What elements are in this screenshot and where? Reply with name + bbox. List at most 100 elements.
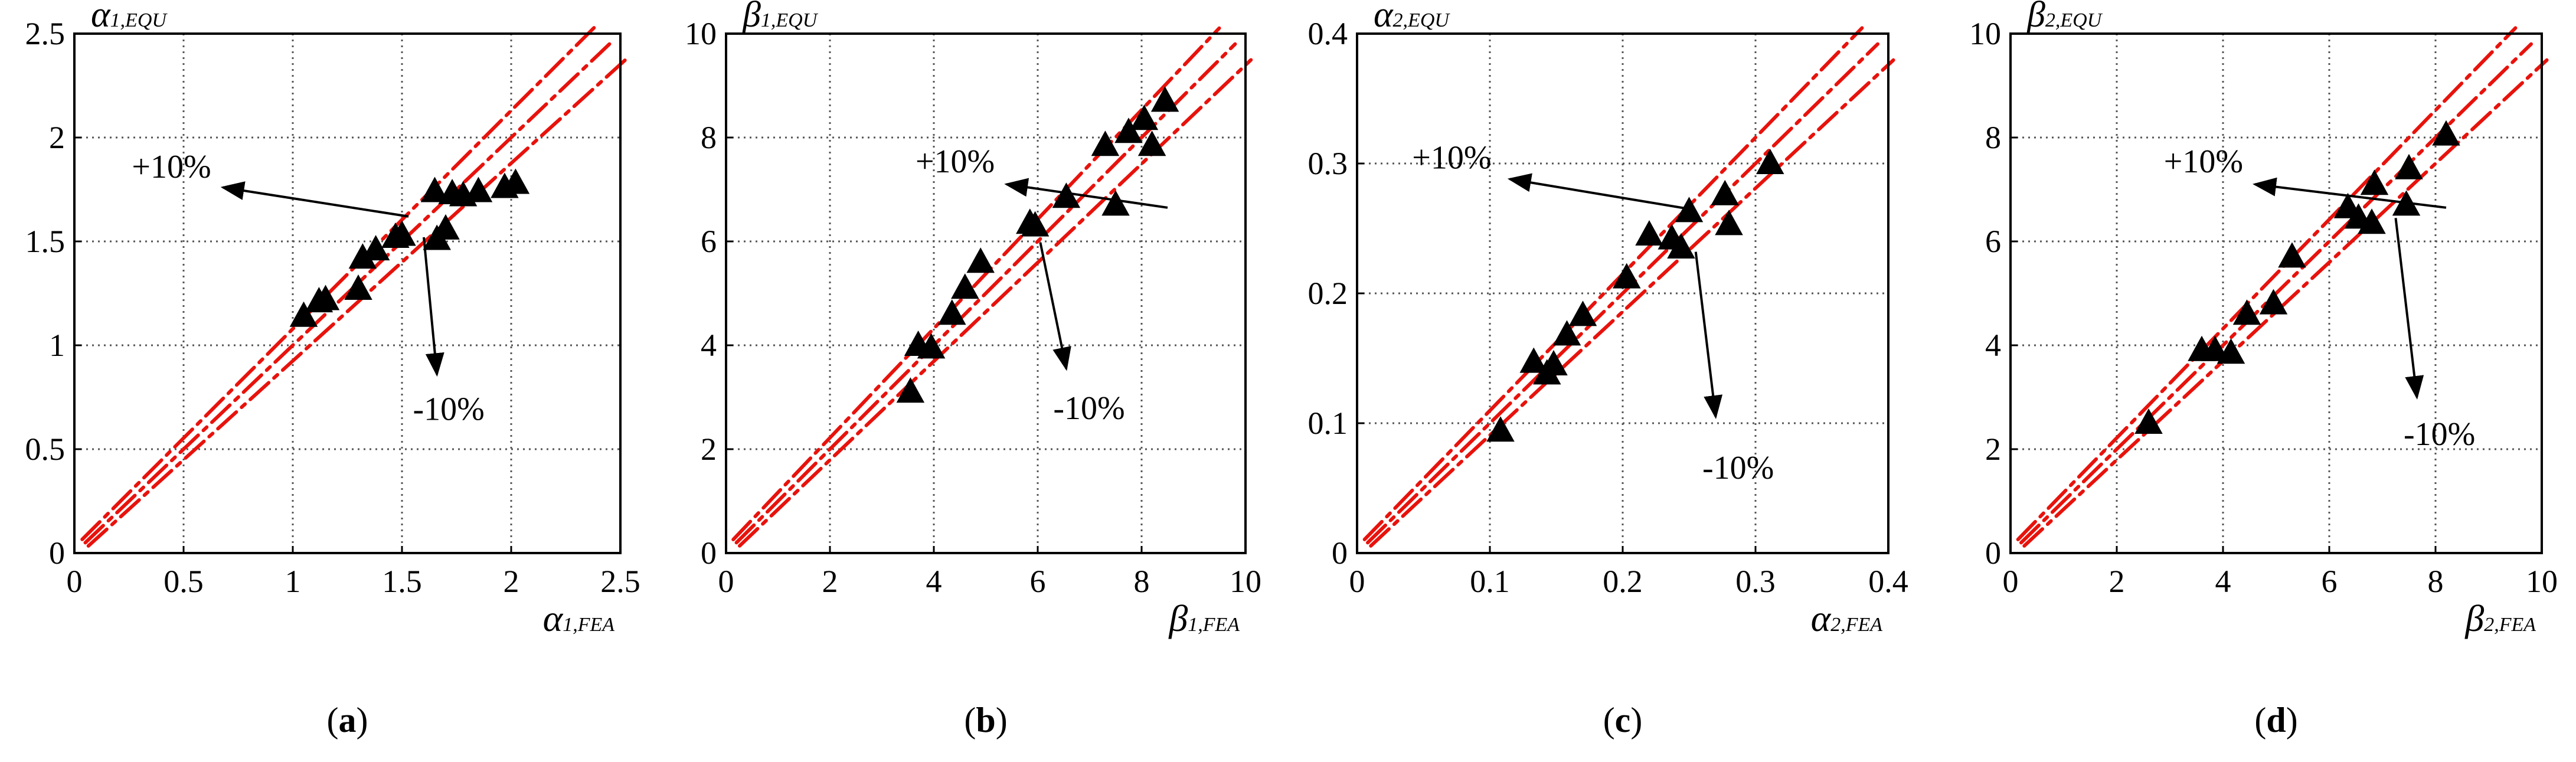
data-point-triangle	[966, 247, 995, 273]
plot-frame	[2009, 32, 2543, 554]
annotation-arrow-minus	[1039, 242, 1071, 371]
reference-line-minus10	[86, 58, 627, 548]
panel-label-letter: d	[2266, 701, 2286, 740]
y-tick-label: 0	[1985, 535, 2001, 571]
y-tick-label: 1.5	[25, 224, 66, 259]
panel-label-open: (	[1603, 701, 1615, 740]
x-axis-label-sub: 2,FEA	[2484, 614, 2536, 636]
y-axis-label-sub: 2,EQU	[2045, 9, 2103, 31]
y-axis-label-base: β	[742, 0, 761, 35]
data-point-triangle	[938, 299, 966, 325]
data-point-triangle	[464, 176, 493, 202]
data-point-triangle	[1130, 104, 1159, 130]
y-tick-label: 6	[1985, 224, 2001, 259]
panel-label: (b)	[964, 701, 1007, 740]
y-tick-label: 0.4	[1308, 16, 1348, 51]
annotation-minus10: -10%	[1702, 450, 1774, 486]
x-tick-label: 0	[718, 564, 734, 599]
y-tick-label: 0.2	[1308, 276, 1348, 311]
y-axis-label-sub: 1,EQU	[110, 9, 168, 31]
y-tick-label: 10	[685, 16, 717, 51]
panel-label-letter: b	[976, 701, 995, 740]
data-point-triangle	[1635, 220, 1663, 246]
x-tick-label: 0.2	[1603, 564, 1643, 599]
data-point-triangle	[2432, 120, 2460, 146]
data-point-triangle	[348, 243, 377, 269]
x-axis-label: α1,FEA	[543, 597, 615, 639]
data-point-triangle	[289, 301, 318, 327]
x-tick-label: 0	[2003, 564, 2019, 599]
x-tick-label: 6	[2322, 564, 2338, 599]
y-axis-label-base: α	[91, 0, 111, 35]
y-tick-label: 8	[701, 120, 717, 155]
x-axis-label-base: α	[543, 597, 564, 639]
data-point-triangle	[1613, 263, 1641, 289]
y-tick-label: 2	[1985, 431, 2001, 467]
y-axis-label: α1,EQU	[91, 0, 168, 35]
data-point-triangle	[2259, 289, 2288, 315]
x-tick-label: 2	[2109, 564, 2125, 599]
panel-label: (a)	[327, 701, 368, 740]
data-point-triangle	[951, 273, 979, 299]
y-tick-label: 0.5	[25, 431, 66, 467]
x-tick-label: 4	[926, 564, 942, 599]
x-axis-label-base: β	[2464, 597, 2484, 639]
data-point-triangle	[1137, 130, 1166, 156]
annotation-arrow-minus	[1694, 251, 1723, 419]
annotation-minus10: -10%	[1053, 390, 1124, 427]
x-axis-label-sub: 1,FEA	[563, 614, 614, 636]
data-point-triangle	[1711, 179, 1739, 205]
data-point-triangle	[1114, 117, 1143, 143]
data-point-triangle	[1568, 300, 1597, 326]
chart-panel-c: 0 0.1 0.2 0.3 0.400.10.20.30.4 α2,EQUα2,FEA+1…	[1308, 0, 1908, 740]
data-point-triangle	[1021, 211, 1050, 237]
reference-line-plus10	[2016, 26, 2518, 541]
reference-line-equal	[1366, 42, 1879, 545]
annotation-plus10: +10%	[1412, 140, 1491, 176]
panel-label-close: )	[1630, 701, 1642, 740]
data-point-triangle	[431, 214, 460, 240]
x-tick-label: 0.1	[1470, 564, 1510, 599]
data-point-triangle	[1101, 190, 1130, 216]
x-axis-label-base: β	[1168, 597, 1188, 639]
data-point-triangle	[1091, 130, 1120, 156]
reference-line-plus10	[80, 26, 596, 541]
data-point-triangle	[2217, 338, 2245, 364]
data-point-triangle	[917, 333, 946, 359]
panel-label-letter: a	[339, 701, 357, 740]
data-point-triangle	[2395, 153, 2423, 179]
y-axis-label: α2,EQU	[1374, 0, 1450, 35]
x-tick-label: 4	[2215, 564, 2231, 599]
y-axis-label-base: α	[1374, 0, 1394, 35]
y-tick-label: 2	[701, 431, 717, 467]
annotation-arrow-plus	[1004, 178, 1168, 209]
y-tick-label: 8	[1985, 120, 2001, 155]
reference-line-equal	[734, 42, 1237, 545]
annotation-arrow-minus	[423, 237, 444, 377]
y-tick-label: 0	[701, 535, 717, 571]
annotation-arrow-plus	[1507, 173, 1689, 210]
x-axis-label-sub: 1,FEA	[1188, 614, 1240, 636]
annotation-minus10: -10%	[2404, 416, 2475, 453]
x-tick-label: 10	[1230, 564, 1261, 599]
y-tick-label: 1	[49, 328, 65, 363]
panel-label-open: (	[327, 701, 339, 740]
chart-panel-a: 0 0.5 1 1.5 2 2.500.511.522.5 α1,EQUα1,FEA+10%…	[25, 0, 640, 740]
panel-label-open: (	[964, 701, 976, 740]
annotation-arrow-minus	[2394, 218, 2424, 400]
panel-label: (c)	[1603, 701, 1643, 740]
data-point-triangle	[896, 377, 925, 403]
annotation-arrow-plus	[220, 181, 409, 218]
data-point-triangle	[1539, 350, 1568, 375]
y-tick-label: 2.5	[25, 16, 66, 51]
data-point-triangle	[1715, 210, 1743, 236]
data-point-triangle	[1052, 182, 1081, 208]
y-axis-label: β1,EQU	[742, 0, 819, 35]
y-tick-label: 0	[49, 535, 65, 571]
data-point-triangle	[311, 284, 340, 310]
x-tick-label: 0.3	[1735, 564, 1776, 599]
y-tick-label: 0.3	[1308, 146, 1348, 181]
data-point-triangle	[1150, 86, 1179, 112]
annotation-plus10: +10%	[132, 149, 211, 185]
